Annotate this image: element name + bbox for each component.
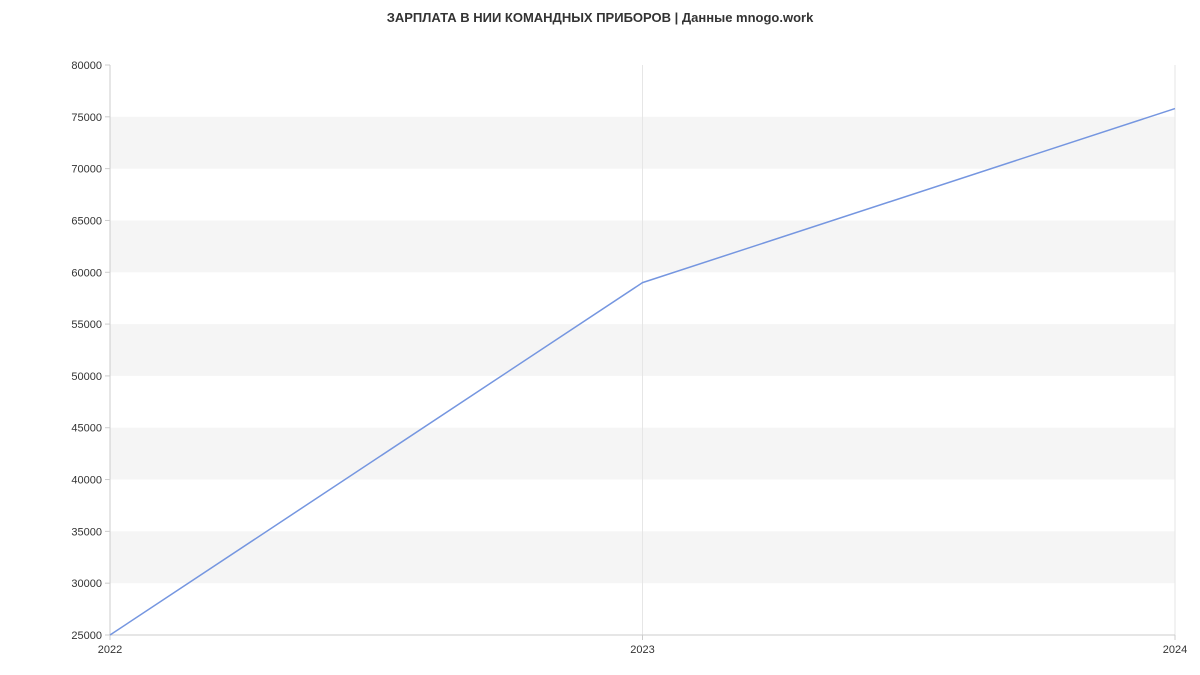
y-tick-label: 35000 xyxy=(71,526,102,538)
y-tick-label: 65000 xyxy=(71,215,102,227)
y-tick-label: 30000 xyxy=(71,578,102,590)
y-tick-label: 25000 xyxy=(71,630,102,642)
y-tick-label: 50000 xyxy=(71,371,102,383)
x-tick-label: 2024 xyxy=(1163,644,1187,656)
salary-chart: ЗАРПЛАТА В НИИ КОМАНДНЫХ ПРИБОРОВ | Данн… xyxy=(0,0,1200,650)
y-tick-label: 40000 xyxy=(71,475,102,487)
x-tick-label: 2022 xyxy=(98,644,122,656)
y-tick-label: 75000 xyxy=(71,112,102,124)
chart-title: ЗАРПЛАТА В НИИ КОМАНДНЫХ ПРИБОРОВ | Данн… xyxy=(0,0,1200,25)
y-tick-label: 70000 xyxy=(71,164,102,176)
y-tick-label: 60000 xyxy=(71,267,102,279)
x-tick-label: 2023 xyxy=(630,644,654,656)
y-tick-label: 80000 xyxy=(71,60,102,72)
y-tick-label: 55000 xyxy=(71,319,102,331)
y-tick-label: 45000 xyxy=(71,423,102,435)
chart-svg: 25000 30000 35000 40000 45000 50000 55000 60000… xyxy=(0,25,1200,675)
